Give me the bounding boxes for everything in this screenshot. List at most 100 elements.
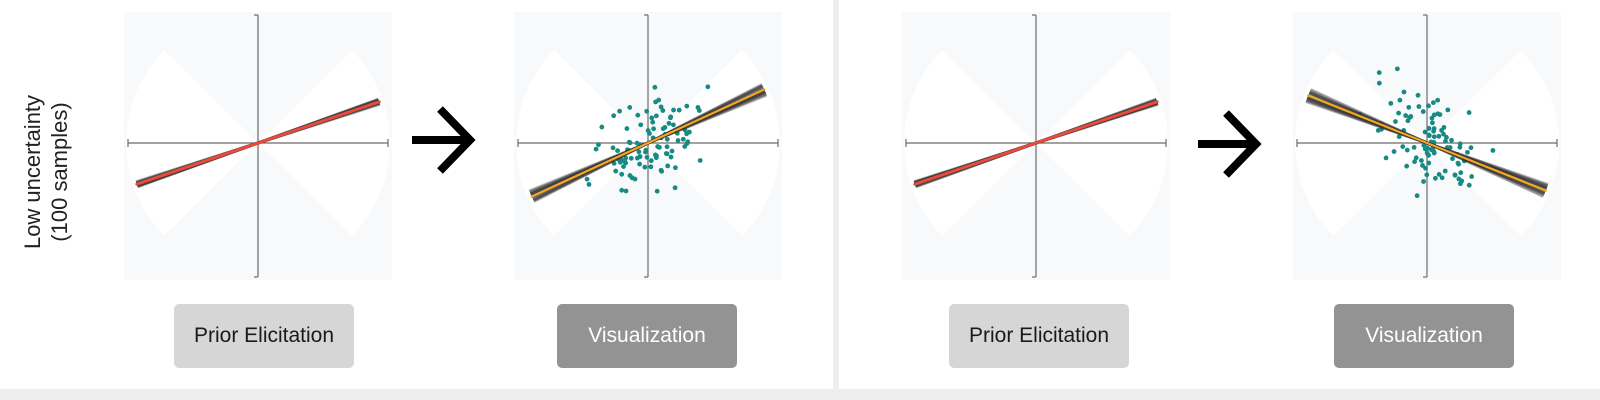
data-point	[623, 155, 629, 161]
data-point	[1408, 114, 1414, 119]
data-point	[593, 146, 599, 152]
data-point	[1391, 149, 1397, 154]
data-point	[1426, 133, 1432, 139]
posterior-line	[530, 88, 766, 198]
data-point	[1466, 182, 1472, 188]
data-point	[666, 120, 672, 126]
data-point	[1445, 107, 1451, 113]
data-point	[1441, 131, 1446, 137]
data-point	[1420, 163, 1425, 168]
data-point	[1456, 161, 1462, 167]
data-point	[1376, 80, 1382, 86]
data-point	[644, 154, 650, 160]
row-label: Low uncertainty (100 samples)	[16, 42, 76, 302]
row-label-line-2: (100 samples)	[47, 102, 72, 242]
prior-elicitation-plot-2[interactable]	[902, 12, 1170, 280]
data-point	[1436, 172, 1442, 177]
data-point	[626, 139, 632, 145]
data-point	[1413, 155, 1419, 161]
data-point	[1388, 100, 1394, 106]
data-point	[1405, 118, 1411, 124]
data-point	[660, 108, 666, 113]
data-point	[669, 148, 675, 154]
data-point	[664, 144, 670, 150]
data-point	[1442, 168, 1448, 174]
data-point	[1431, 128, 1436, 134]
data-point	[584, 176, 590, 182]
data-point	[1416, 104, 1422, 109]
data-point	[654, 188, 660, 194]
data-point	[615, 148, 620, 154]
prior-plot-canvas-2[interactable]	[902, 12, 1170, 280]
data-point	[1435, 97, 1441, 103]
data-point	[1490, 148, 1496, 153]
data-point	[1431, 134, 1437, 140]
data-point	[675, 138, 681, 143]
data-point	[1449, 137, 1454, 143]
data-point	[627, 173, 633, 178]
prior-elicitation-plot-1[interactable]	[124, 12, 392, 280]
data-point	[1423, 146, 1428, 151]
data-point	[1421, 179, 1426, 184]
data-point	[1461, 158, 1467, 164]
data-point	[1401, 128, 1407, 133]
data-points	[1357, 66, 1496, 199]
data-point	[619, 171, 625, 177]
data-point	[1436, 133, 1442, 139]
data-point	[1403, 113, 1409, 118]
right-arrow-icon	[1198, 110, 1262, 178]
data-point	[1424, 150, 1430, 156]
data-point	[1439, 127, 1444, 133]
data-point	[1426, 103, 1431, 109]
data-point	[649, 115, 655, 121]
data-point	[617, 159, 623, 165]
data-point	[621, 164, 626, 170]
elicited-prior-line	[135, 100, 381, 186]
data-point	[668, 154, 674, 160]
data-point	[660, 126, 666, 132]
data-point	[1414, 193, 1420, 199]
data-point	[674, 130, 680, 136]
data-point	[671, 107, 676, 113]
data-point	[635, 112, 641, 118]
data-point	[659, 168, 665, 174]
data-point	[1420, 109, 1426, 114]
posterior-line	[1307, 94, 1547, 192]
data-point	[586, 182, 592, 187]
data-point	[1397, 97, 1403, 103]
data-point	[1396, 134, 1402, 140]
data-point	[613, 168, 619, 174]
data-point	[1450, 156, 1455, 162]
data-points	[584, 84, 711, 194]
prior-plot-canvas-1[interactable]	[124, 12, 392, 280]
visualization-button-2[interactable]: Visualization	[1334, 304, 1514, 368]
prior-elicitation-button-2[interactable]: Prior Elicitation	[949, 304, 1129, 368]
data-point	[652, 84, 658, 90]
data-point	[628, 155, 634, 161]
data-point	[627, 104, 633, 110]
data-point	[644, 108, 650, 114]
data-point	[665, 163, 671, 169]
right-arrow-icon	[412, 106, 476, 174]
data-point	[682, 127, 688, 133]
visualization-plot-2	[1293, 12, 1561, 280]
data-point	[1401, 89, 1407, 95]
data-point	[1394, 66, 1400, 72]
data-point	[1430, 146, 1436, 151]
data-point	[670, 122, 676, 128]
data-point	[1432, 175, 1438, 181]
data-point	[619, 187, 625, 193]
visualization-button-1[interactable]: Visualization	[557, 304, 737, 368]
data-point	[682, 144, 688, 149]
data-point	[697, 158, 703, 163]
data-point	[705, 84, 711, 90]
data-point	[663, 151, 669, 156]
data-point	[624, 126, 630, 131]
data-point	[1431, 112, 1437, 118]
data-point	[1426, 126, 1432, 131]
data-point	[658, 104, 664, 110]
data-point	[664, 136, 670, 142]
data-point	[1406, 104, 1412, 110]
data-point	[1415, 92, 1421, 98]
prior-elicitation-button-1[interactable]: Prior Elicitation	[174, 304, 354, 368]
